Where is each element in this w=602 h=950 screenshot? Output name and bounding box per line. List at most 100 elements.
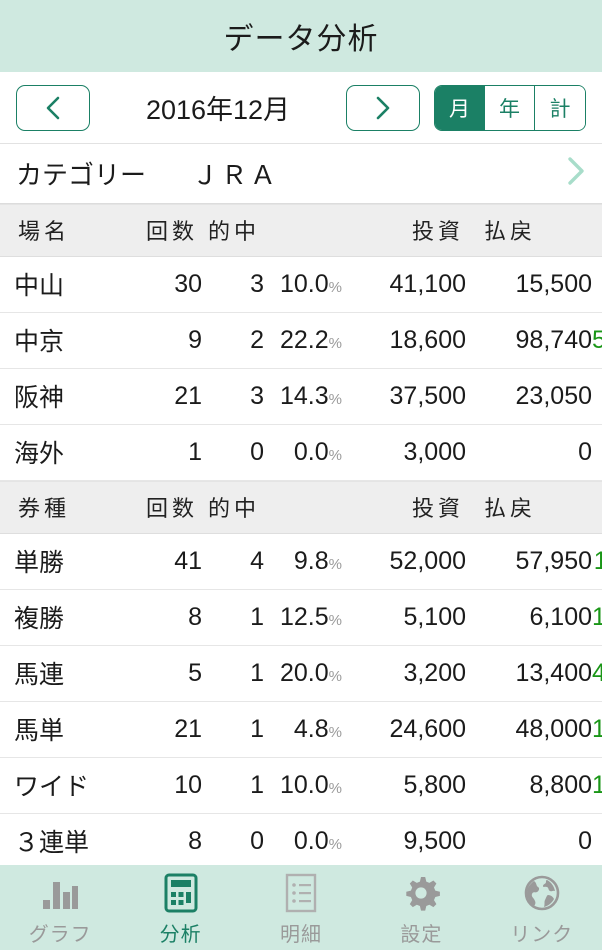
period-toolbar: 2016年12月 月 年 計 [0, 72, 602, 144]
cell-hit-rate: 0.0% [264, 424, 350, 481]
cell-payout: 23,050 [466, 368, 592, 425]
cell-name: 複勝 [0, 589, 120, 646]
category-value: ＪＲＡ [192, 160, 280, 190]
cell-hits: 3 [202, 368, 264, 425]
col-payout: 払戻 [466, 481, 592, 534]
cell-hit-rate: 10.0% [264, 256, 350, 313]
col-hits: 的中 [202, 481, 264, 534]
cell-count: 41 [120, 533, 202, 590]
col-roi [592, 481, 602, 534]
cell-hit-rate: 9.8% [264, 533, 350, 590]
tab-analysis[interactable]: 分析 [126, 872, 236, 947]
calculator-icon [164, 872, 198, 914]
col-investment: 投資 [350, 204, 466, 257]
cell-investment: 37,500 [350, 368, 466, 425]
cell-hits: 3 [202, 256, 264, 313]
cell-investment: 5,100 [350, 589, 466, 646]
cell-roi: 418.8% [592, 645, 602, 702]
category-label: カテゴリー [16, 160, 147, 190]
title-bar: データ分析 [0, 0, 602, 72]
chevron-right-icon [562, 151, 588, 196]
next-period-button[interactable] [346, 84, 420, 131]
cell-hit-rate: 14.3% [264, 368, 350, 425]
cell-count: 10 [120, 757, 202, 814]
col-roi [592, 204, 602, 257]
cell-payout: 0 [466, 813, 592, 865]
cell-investment: 5,800 [350, 757, 466, 814]
table-header-row: 券種 回数 的中 投資 払戻 [0, 481, 602, 534]
gear-icon [401, 872, 441, 914]
cell-payout: 15,500 [466, 256, 592, 313]
tab-label: 分析 [159, 924, 202, 946]
tab-graph[interactable]: グラフ [5, 872, 115, 947]
col-bettype-name: 券種 [0, 481, 120, 534]
col-count: 回数 [120, 481, 202, 534]
cell-hit-rate: 20.0% [264, 645, 350, 702]
cell-investment: 24,600 [350, 701, 466, 758]
category-row[interactable]: カテゴリー ＪＲＡ [0, 144, 602, 204]
col-hits: 的中 [202, 204, 264, 257]
cell-hits: 0 [202, 813, 264, 865]
cell-roi: 61.5% [592, 368, 602, 425]
col-hit-rate [264, 204, 350, 257]
col-hit-rate [264, 481, 350, 534]
tab-label: グラフ [28, 924, 92, 946]
segment-total[interactable]: 計 [535, 85, 585, 130]
cell-hits: 4 [202, 533, 264, 590]
cell-payout: 48,000 [466, 701, 592, 758]
col-venue-name: 場名 [0, 204, 120, 257]
chevron-right-icon [374, 94, 392, 122]
cell-investment: 52,000 [350, 533, 466, 590]
tab-label: リンク [510, 924, 574, 946]
tab-settings[interactable]: 設定 [366, 872, 476, 947]
cell-hit-rate: 22.2% [264, 312, 350, 369]
table-header-row: 場名 回数 的中 投資 払戻 [0, 204, 602, 257]
cell-payout: 8,800 [466, 757, 592, 814]
cell-roi: 195.1% [592, 701, 602, 758]
cell-hit-rate: 4.8% [264, 701, 350, 758]
col-count: 回数 [120, 204, 202, 257]
cell-hits: 1 [202, 589, 264, 646]
cell-payout: 57,950 [466, 533, 592, 590]
cell-name: 阪神 [0, 368, 120, 425]
cell-roi: 111.4% [592, 533, 602, 590]
cell-count: 8 [120, 589, 202, 646]
cell-count: 21 [120, 701, 202, 758]
cell-count: 9 [120, 312, 202, 369]
tab-label: 明細 [279, 924, 322, 946]
cell-roi: 0.0% [592, 813, 602, 865]
cell-count: 5 [120, 645, 202, 702]
cell-name: 中山 [0, 256, 120, 313]
cell-count: 8 [120, 813, 202, 865]
cell-hit-rate: 10.0% [264, 757, 350, 814]
cell-payout: 6,100 [466, 589, 592, 646]
cell-hits: 1 [202, 645, 264, 702]
cell-payout: 98,740 [466, 312, 592, 369]
segment-month[interactable]: 月 [435, 85, 485, 130]
tab-details[interactable]: 明細 [246, 872, 356, 947]
cell-roi: 0.0% [592, 424, 602, 481]
tab-link[interactable]: リンク [487, 872, 597, 947]
cell-hit-rate: 0.0% [264, 813, 350, 865]
cell-hits: 2 [202, 312, 264, 369]
cell-roi: 530.9% [592, 312, 602, 369]
segment-year[interactable]: 年 [485, 85, 535, 130]
current-period-label: 2016年12月 [145, 95, 291, 125]
cell-hits: 1 [202, 701, 264, 758]
cell-name: 馬連 [0, 645, 120, 702]
cell-investment: 9,500 [350, 813, 466, 865]
previous-period-button[interactable] [16, 84, 90, 131]
venue-table: 場名 回数 的中 投資 払戻 中山30310.0%41,10015,50037.… [0, 204, 602, 481]
cell-roi: 119.6% [592, 589, 602, 646]
